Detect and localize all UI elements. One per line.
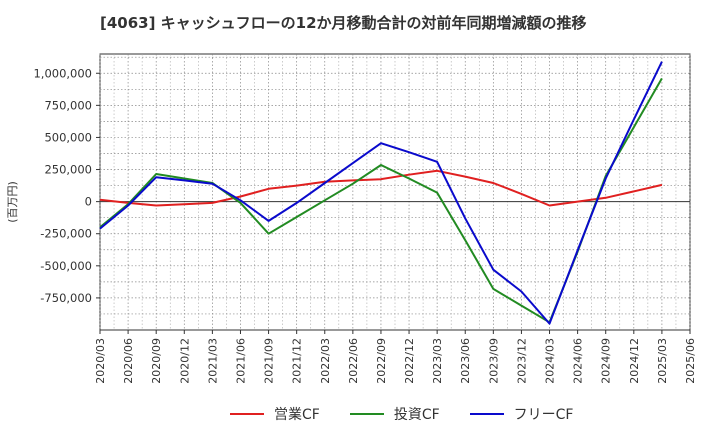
x-tick-label: 2022/03: [319, 338, 332, 384]
y-tick-label: -750,000: [40, 291, 92, 305]
x-tick-label: 2024/12: [628, 338, 641, 384]
legend-label: 投資CF: [393, 407, 440, 423]
x-tick-label: 2025/06: [684, 338, 697, 384]
x-tick-label: 2021/06: [234, 338, 247, 384]
y-tick-label: 250,000: [44, 163, 92, 177]
legend-item: 営業CF: [230, 404, 320, 424]
legend: 営業CF 投資CF フリーCF: [230, 404, 573, 424]
legend-swatch: [349, 413, 384, 415]
legend-swatch: [230, 413, 264, 415]
x-tick-label: 2024/09: [600, 338, 613, 384]
legend-item: 投資CF: [349, 404, 440, 424]
x-tick-label: 2022/12: [403, 338, 416, 384]
y-tick-label: 1,000,000: [33, 66, 92, 80]
x-tick-label: 2022/06: [347, 338, 360, 384]
y-tick-label: 500,000: [44, 130, 92, 144]
chart-title: [4063] キャッシュフローの12か月移動合計の対前年同期増減額の推移: [100, 14, 587, 32]
y-tick-label: 0: [85, 195, 92, 209]
y-tick-label: -250,000: [40, 227, 92, 241]
legend-label: 営業CF: [274, 407, 320, 423]
series-line-0: [99, 169, 663, 207]
legend-item: フリーCF: [469, 404, 574, 424]
legend-swatch: [469, 413, 504, 415]
y-axis-label: (百万円): [6, 181, 19, 223]
x-tick-label: 2020/06: [122, 338, 135, 384]
x-tick-label: 2023/12: [515, 338, 528, 384]
y-tick-label: 750,000: [44, 98, 92, 112]
x-tick-label: 2021/03: [206, 338, 219, 384]
x-tick-label: 2024/03: [544, 338, 557, 384]
x-tick-label: 2021/12: [291, 338, 304, 384]
x-tick-label: 2022/09: [375, 338, 388, 384]
series-line-2: [99, 61, 663, 325]
legend-label: フリーCF: [513, 407, 574, 423]
x-tick-label: 2023/03: [431, 338, 444, 384]
x-tick-label: 2023/06: [459, 338, 472, 384]
x-tick-label: 2020/12: [178, 338, 191, 384]
x-tick-label: 2025/03: [656, 338, 669, 384]
x-tick-label: 2023/09: [487, 338, 500, 384]
y-tick-label: -500,000: [40, 259, 92, 273]
x-tick-label: 2020/03: [94, 338, 107, 384]
x-tick-label: 2020/09: [150, 338, 163, 384]
x-tick-label: 2024/06: [572, 338, 585, 384]
x-tick-label: 2021/09: [263, 338, 276, 384]
